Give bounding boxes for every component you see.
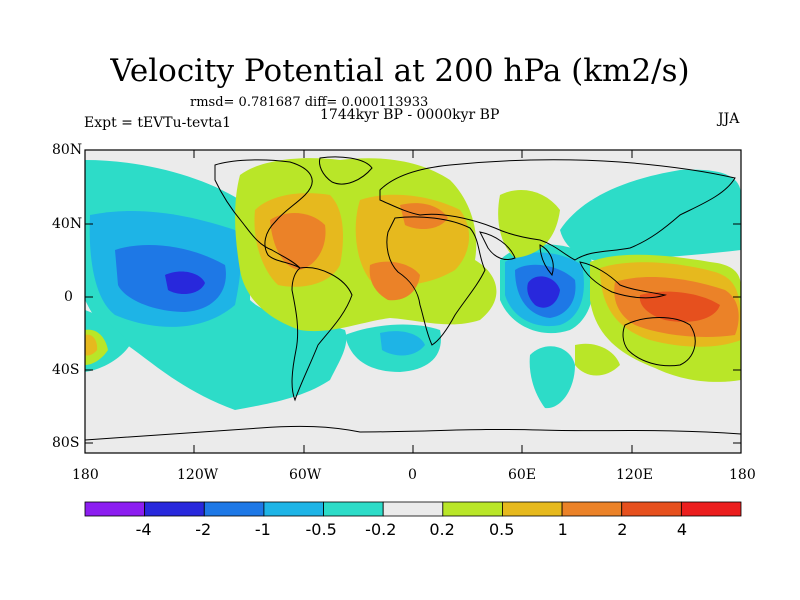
coastline-south-america xyxy=(291,267,353,402)
coastline-arabia-india xyxy=(479,231,554,277)
lon-label-120w: 120W xyxy=(177,467,219,483)
period-text: 1744kyr BP - 0000kyr BP xyxy=(320,107,500,123)
coastline-australia xyxy=(622,317,696,367)
colorbar-label: 2 xyxy=(617,520,628,539)
lat-label-40s: 40S xyxy=(52,362,80,378)
colorbar-label: 1 xyxy=(557,520,568,539)
plot-title: Velocity Potential at 200 hPa (km2/s) xyxy=(110,53,690,89)
colorbar-swatch xyxy=(263,501,324,517)
colorbar xyxy=(84,501,742,517)
stats-text: rmsd= 0.781687 diff= 0.000113933 xyxy=(190,95,429,110)
colorbar-label: -0.5 xyxy=(305,520,337,539)
lat-label-80s: 80S xyxy=(52,435,80,451)
colorbar-swatch xyxy=(680,501,742,517)
lon-label-60w: 60W xyxy=(289,467,322,483)
orange-region-mediterranean xyxy=(400,203,448,230)
red-core-maritime xyxy=(639,291,720,322)
colorbar-label: -1 xyxy=(254,520,271,539)
season-label: JJA xyxy=(718,111,740,127)
coastline-africa xyxy=(386,216,486,346)
coastline-antarctica xyxy=(85,425,741,441)
lon-label-180e: 180 xyxy=(729,467,756,483)
coastline-europe-asia xyxy=(379,159,736,261)
lon-label-180w: 180 xyxy=(72,467,99,483)
lat-label-40n: 40N xyxy=(52,216,83,232)
colorbar-label: -2 xyxy=(195,520,212,539)
colorbar-swatch xyxy=(203,501,265,517)
orange-region-africa xyxy=(369,261,420,301)
colorbar-swatch xyxy=(323,501,384,517)
colorbar-label: -0.2 xyxy=(365,520,397,539)
colorbar-swatch xyxy=(442,501,503,517)
colorbar-swatch xyxy=(382,501,444,517)
colorbar-swatch xyxy=(621,501,682,517)
colorbar-label: 4 xyxy=(676,520,688,539)
green-region-east-asia xyxy=(498,190,560,258)
lat-ticks xyxy=(85,149,741,444)
coastlines xyxy=(85,156,741,441)
colorbar-swatch xyxy=(84,501,146,517)
colorbar-label: 0.2 xyxy=(429,520,455,539)
lon-label-60e: 60E xyxy=(508,467,537,483)
colorbar-swatch xyxy=(144,501,205,517)
colorbar-swatch xyxy=(502,501,563,517)
coastline-north-america xyxy=(214,159,313,269)
colorbar-label: 0.5 xyxy=(488,520,515,539)
lon-label-120e: 120E xyxy=(616,467,653,483)
lon-ticks xyxy=(84,150,742,453)
lat-label-0: 0 xyxy=(64,289,73,305)
darkblue-core-indian xyxy=(527,276,560,308)
orange-region-atlantic xyxy=(270,213,326,270)
cyan-region-south-indian xyxy=(529,346,575,409)
colorbar-swatch xyxy=(561,501,623,517)
cyan-region-north-pacific xyxy=(560,169,741,262)
lat-label-80n: 80N xyxy=(52,142,83,158)
green-region-south-indian xyxy=(575,343,620,376)
experiment-label: Expt = tEVTu-tevta1 xyxy=(84,115,232,131)
lon-label-0: 0 xyxy=(408,467,417,483)
velocity-potential-field xyxy=(85,150,741,453)
coastline-greenland xyxy=(319,156,373,185)
colorbar-label: -4 xyxy=(135,520,152,539)
lightblue-region-south-atlantic xyxy=(380,331,425,356)
darkblue-core-east-pacific xyxy=(165,271,205,295)
coastline-southeast-asia xyxy=(579,261,667,299)
yellow-region-west-edge xyxy=(85,334,98,356)
